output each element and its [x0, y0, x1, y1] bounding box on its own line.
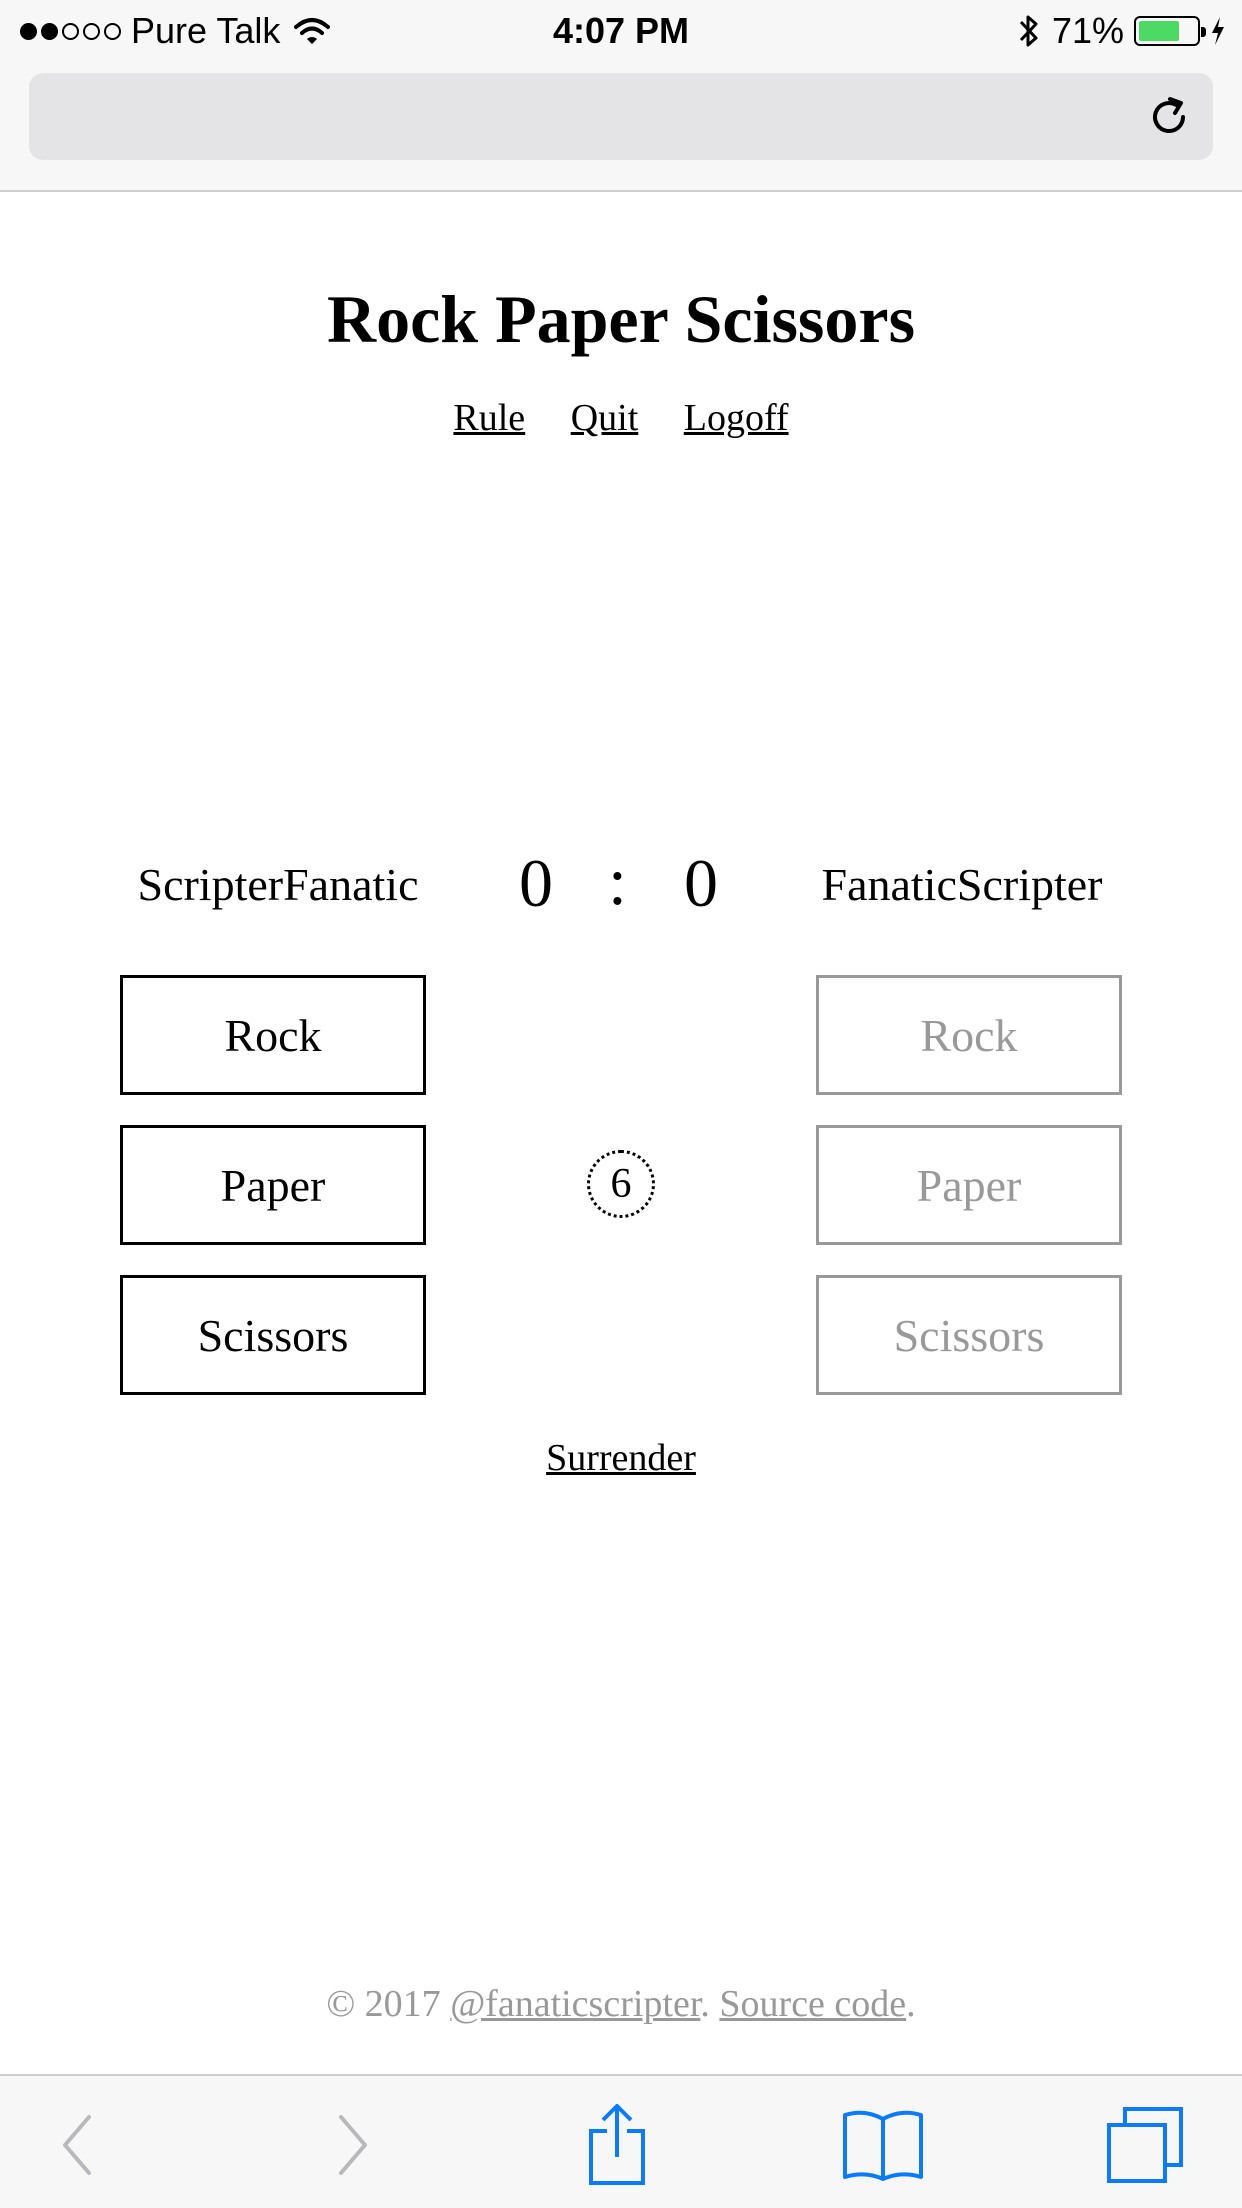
- opponent-rock-box: Rock: [816, 975, 1122, 1095]
- safari-address-area: [0, 62, 1242, 192]
- rock-button[interactable]: Rock: [120, 975, 426, 1095]
- opponent-scissors-box: Scissors: [816, 1275, 1122, 1395]
- tabs-icon: [1107, 2107, 1183, 2183]
- paper-button[interactable]: Paper: [120, 1125, 426, 1245]
- countdown-timer: 6: [587, 1150, 655, 1218]
- bluetooth-icon: [1019, 15, 1038, 47]
- charging-icon: [1212, 17, 1224, 45]
- player-name-opponent: FanaticScripter: [821, 859, 1103, 910]
- battery-icon: [1134, 16, 1206, 46]
- reload-icon[interactable]: [1145, 93, 1193, 141]
- footer-end: .: [906, 1983, 916, 2025]
- bookmarks-icon: [843, 2110, 923, 2181]
- top-nav: Rule Quit Logoff: [0, 396, 1242, 440]
- source-code-link[interactable]: Source code: [719, 1983, 907, 2025]
- page-title: Rock Paper Scissors: [326, 281, 916, 357]
- bookmarks-button[interactable]: [838, 2100, 928, 2190]
- battery-percent: 71%: [1051, 10, 1124, 51]
- score-opponent: 0: [684, 845, 718, 921]
- copyright-text: © 2017: [326, 1983, 441, 2025]
- status-right: 71%: [1018, 10, 1226, 52]
- score-self: 0: [519, 845, 553, 921]
- back-button[interactable]: [32, 2100, 122, 2190]
- share-icon: [589, 2104, 645, 2185]
- scissors-button[interactable]: Scissors: [120, 1275, 426, 1395]
- safari-toolbar: [0, 2074, 1242, 2208]
- opponent-paper-box: Paper: [816, 1125, 1122, 1245]
- status-bar: Pure Talk 4:07 PM 71%: [0, 0, 1242, 62]
- player-name-self: ScripterFanatic: [137, 859, 419, 910]
- tabs-button[interactable]: [1100, 2100, 1190, 2190]
- signal-strength-icon: [20, 22, 121, 40]
- surrender-link[interactable]: Surrender: [546, 1437, 696, 1479]
- share-button[interactable]: [572, 2100, 662, 2190]
- rule-link[interactable]: Rule: [453, 397, 526, 439]
- footer-separator: .: [700, 1983, 710, 2025]
- quit-link[interactable]: Quit: [570, 397, 639, 439]
- logoff-link[interactable]: Logoff: [683, 397, 789, 439]
- author-link[interactable]: @fanaticscripter: [450, 1983, 701, 2025]
- chevron-right-icon: [339, 2115, 367, 2175]
- chevron-left-icon: [63, 2115, 91, 2175]
- wifi-icon: [294, 18, 331, 44]
- clock: 4:07 PM: [552, 10, 690, 51]
- status-left: Pure Talk: [20, 10, 331, 52]
- score-separator: :: [608, 843, 627, 919]
- address-bar[interactable]: [29, 73, 1213, 160]
- footer: © 2017 @fanaticscripter. Source code.: [0, 1982, 1242, 2026]
- carrier-name: Pure Talk: [131, 10, 281, 51]
- surrender-row: Surrender: [0, 1436, 1242, 1480]
- forward-button[interactable]: [308, 2100, 398, 2190]
